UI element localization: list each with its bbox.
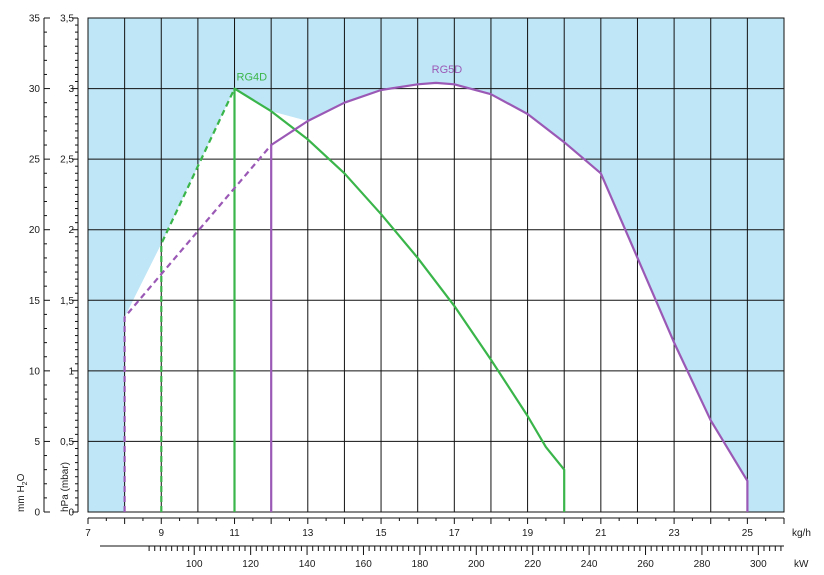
kgh-tick-label: 25 (742, 528, 754, 539)
kw-tick-label: 180 (412, 559, 429, 570)
kw-tick-label: 160 (355, 559, 372, 570)
y-axis-label-mmh2o: mm H2O (16, 473, 29, 512)
hpa-tick-label: 0,5 (60, 437, 74, 448)
mm-tick-label: 10 (29, 366, 41, 377)
hpa-tick-label: 2 (68, 225, 74, 236)
kgh-tick-label: 15 (375, 528, 387, 539)
grid-lines (88, 18, 784, 512)
hpa-tick-label: 2,5 (60, 155, 74, 166)
kw-tick-label: 120 (242, 559, 259, 570)
series-layer: RG4D RG5D (123, 64, 749, 512)
kw-tick-label: 300 (750, 559, 767, 570)
y-axis-label-hpa: hPa (mbar) (60, 462, 71, 512)
mm-tick-label: 0 (34, 508, 40, 519)
kgh-tick-label: 11 (229, 528, 240, 539)
series-RG4D-dashed (160, 88, 236, 512)
hpa-tick-label: 1,5 (60, 296, 74, 307)
series-label-RG5D: RG5D (432, 64, 463, 76)
kw-tick-label: 140 (299, 559, 316, 570)
working-area-region (124, 82, 748, 513)
y-axis-hpa: 0 0,5 1 1,5 2 2,5 3 3,5 (60, 14, 79, 519)
kw-tick-label: 260 (637, 559, 654, 570)
y-axis-mmh2o: 0 5 10 15 20 25 30 35 (29, 14, 50, 519)
kgh-tick-label: 21 (595, 528, 607, 539)
mm-tick-label: 25 (29, 155, 41, 166)
kgh-tick-label: 19 (522, 528, 534, 539)
series-RG5D-dashed (123, 144, 273, 512)
x-axis-unit-kw: kW (794, 559, 809, 570)
kgh-tick-label: 23 (669, 528, 681, 539)
hpa-tick-label: 3,5 (60, 14, 74, 25)
kw-tick-label: 280 (694, 559, 711, 570)
x-axis-unit-kgh: kg/h (792, 528, 811, 539)
mm-tick-label: 35 (29, 14, 41, 25)
mm-tick-label: 15 (29, 296, 41, 307)
mm-tick-label: 30 (29, 84, 41, 95)
kgh-tick-label: 13 (302, 528, 314, 539)
hpa-tick-label: 1 (68, 366, 74, 377)
hpa-tick-label: 3 (68, 84, 74, 95)
kgh-tick-label: 17 (449, 528, 461, 539)
kgh-tick-label: 7 (85, 528, 91, 539)
x-axis-kw: 100 120 140 160 180 200 220 240 260 280 300 (100, 545, 784, 570)
kgh-tick-label: 9 (158, 528, 164, 539)
hpa-tick-label: 0 (68, 508, 74, 519)
mm-tick-label: 5 (34, 437, 40, 448)
kw-tick-label: 220 (524, 559, 541, 570)
plot-frame (87, 17, 785, 513)
kw-tick-label: 100 (186, 559, 203, 570)
kw-tick-label: 240 (581, 559, 598, 570)
kw-tick-label: 200 (468, 559, 485, 570)
series-RG4D-solid (233, 87, 566, 512)
series-label-RG4D: RG4D (237, 72, 268, 84)
series-RG5D-solid (270, 81, 749, 512)
mm-tick-label: 20 (29, 225, 41, 236)
x-axis-kgh: 7 9 11 13 15 17 19 21 23 25 (85, 517, 785, 539)
